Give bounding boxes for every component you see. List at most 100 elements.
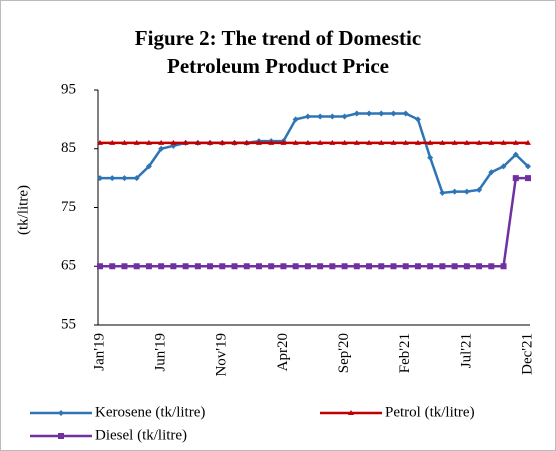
- legend-label: Petrol (tk/litre): [385, 404, 475, 420]
- point: [500, 139, 507, 145]
- point: [207, 263, 214, 270]
- point: [158, 145, 165, 152]
- point: [476, 186, 483, 193]
- point: [366, 139, 373, 145]
- point: [476, 139, 483, 145]
- point: [378, 263, 385, 270]
- point: [255, 263, 262, 270]
- point: [439, 263, 446, 270]
- point: [439, 189, 446, 196]
- point: [194, 263, 201, 270]
- point: [463, 188, 470, 195]
- point: [366, 263, 373, 270]
- point: [121, 175, 128, 182]
- point: [207, 139, 214, 145]
- point: [133, 263, 140, 270]
- point: [304, 113, 311, 120]
- point: [219, 263, 226, 270]
- point: [525, 139, 531, 145]
- point: [317, 139, 324, 145]
- x-tick-label: Dec'21: [519, 333, 535, 375]
- x-tick-label: Jun'19: [153, 333, 169, 372]
- point: [317, 113, 324, 120]
- y-tick-label: 55: [61, 316, 76, 332]
- point: [304, 139, 311, 145]
- point: [348, 410, 354, 415]
- point: [109, 139, 116, 145]
- point: [402, 139, 409, 145]
- point: [231, 139, 238, 145]
- x-tick-label: Jul'21: [458, 333, 474, 368]
- point: [341, 113, 348, 120]
- point: [133, 139, 140, 145]
- point: [317, 263, 324, 270]
- point: [158, 263, 165, 270]
- x-tick-label: Apr20: [275, 333, 291, 371]
- point: [512, 151, 519, 158]
- point: [268, 139, 275, 145]
- point: [329, 263, 336, 270]
- point: [488, 263, 495, 270]
- point: [414, 263, 421, 270]
- point: [109, 263, 116, 270]
- point: [451, 188, 458, 195]
- point: [451, 139, 458, 145]
- point: [525, 163, 531, 170]
- point: [145, 139, 152, 145]
- point: [133, 175, 140, 182]
- point: [353, 110, 360, 117]
- point: [280, 139, 287, 145]
- point: [182, 263, 189, 270]
- point: [255, 139, 262, 145]
- legend-label: Kerosene (tk/litre): [95, 404, 205, 420]
- y-tick-label: 85: [61, 140, 76, 156]
- point: [219, 139, 226, 145]
- point: [97, 139, 103, 145]
- point: [292, 139, 299, 145]
- point: [427, 263, 434, 270]
- point: [304, 263, 311, 270]
- point: [463, 139, 470, 145]
- point: [439, 139, 446, 145]
- point: [402, 110, 409, 117]
- point: [170, 263, 177, 270]
- point: [366, 110, 373, 117]
- point: [378, 139, 385, 145]
- x-tick-label: Nov'19: [214, 333, 230, 377]
- y-axis-label: (tk/litre): [15, 185, 31, 235]
- point: [488, 139, 495, 145]
- point: [488, 169, 495, 176]
- point: [231, 263, 238, 270]
- point: [500, 263, 507, 270]
- x-tick-label: Feb'21: [397, 333, 413, 373]
- point: [427, 139, 434, 145]
- point: [402, 263, 409, 270]
- point: [292, 116, 299, 123]
- point: [390, 110, 397, 117]
- point: [378, 110, 385, 117]
- point: [145, 263, 152, 270]
- point: [512, 139, 519, 145]
- point: [145, 163, 152, 170]
- point: [414, 116, 421, 123]
- point: [329, 139, 336, 145]
- point: [390, 139, 397, 145]
- point: [158, 139, 165, 145]
- point: [243, 263, 250, 270]
- point: [58, 433, 64, 439]
- point: [243, 139, 250, 145]
- point: [512, 175, 519, 182]
- chart-title: Petroleum Product Price: [167, 54, 389, 78]
- point: [182, 139, 189, 145]
- point: [451, 263, 458, 270]
- point: [525, 175, 531, 182]
- point: [97, 263, 103, 270]
- point: [109, 175, 116, 182]
- point: [463, 263, 470, 270]
- chart-title: Figure 2: The trend of Domestic: [135, 26, 421, 50]
- point: [194, 139, 201, 145]
- point: [500, 163, 507, 170]
- x-tick-label: Jan'19: [91, 333, 107, 371]
